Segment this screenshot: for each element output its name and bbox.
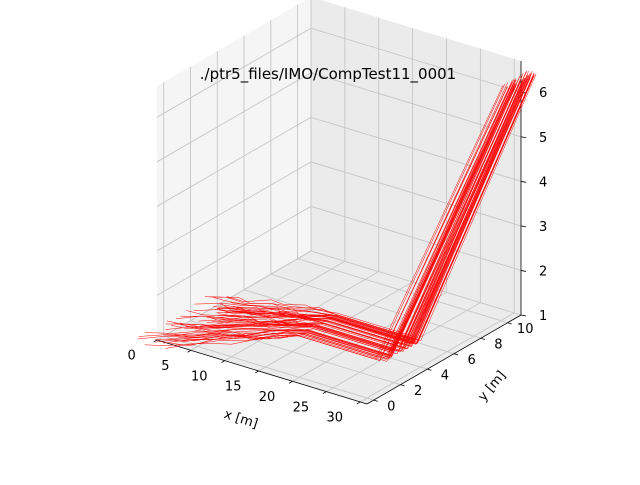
y-tick-label: 10 [517,322,534,337]
y-axis-label: y [m] [476,368,510,404]
x-tick [255,370,259,374]
x-tick [288,380,293,384]
trajectory-line [165,81,513,355]
trajectory-line [144,86,508,361]
z-tick-label: 4 [539,175,547,190]
trajectory-line [174,85,517,359]
z-gridline [156,116,522,207]
trajectory-line [209,71,527,339]
trajectory-lines [137,70,537,362]
trajectory-line [237,74,535,343]
trajectory-line [166,78,515,351]
trajectory-line [226,70,533,338]
chart-title: ./ptr5_files/IMO/CompTest11_0001 [200,65,456,84]
trajectory-line [218,74,530,344]
z-gridline [156,250,522,341]
z-tick-label: 6 [539,86,547,101]
x-tick [356,401,361,405]
y-tick [373,399,378,402]
x-tick [187,349,192,353]
trajectory-line [154,84,512,359]
x-tick-label: 20 [259,390,276,405]
z-tick [520,136,527,139]
trajectory-line [219,73,532,341]
y-axis-line [366,314,522,405]
z-tick-label: 2 [539,264,547,279]
x-tick-label: 10 [191,369,208,384]
y-tick-label: 8 [494,338,502,353]
z-gridline [156,72,522,163]
left-pane [157,0,311,340]
trajectory-line [178,84,517,358]
z-tick-label: 1 [539,309,547,324]
trajectory-line [186,75,521,345]
x-tick-label: 30 [327,411,344,426]
y-tick [400,384,405,387]
x-tick [322,391,327,394]
x-axis-line [156,339,368,405]
y-tick-label: 0 [387,400,395,415]
x-tick-label: 15 [225,380,242,395]
z-tick [520,270,527,272]
back-pane [311,0,521,315]
trajectory-line [171,80,516,352]
y-tick-label: 4 [441,369,449,384]
y-tick [480,337,486,340]
y-tick [453,353,459,356]
trajectory-line [219,73,531,341]
trajectory-line [219,77,531,348]
trajectory-line [170,83,516,357]
z-tick-label: 5 [539,131,547,146]
x-tick-label: 0 [127,349,135,364]
x-tick [153,339,158,343]
trajectory-line [212,71,529,339]
x-tick-label: 5 [161,359,169,374]
trajectory-line [224,73,535,341]
trajectory-line [185,80,521,352]
y-tick [507,322,512,325]
z-gridline [156,27,522,118]
x-tick-label: 25 [293,400,310,415]
z-gridline [156,161,522,252]
trajectory-line [185,80,521,352]
trajectory-line [208,78,526,349]
y-tick-label: 6 [468,353,476,368]
trajectory-line [138,83,506,358]
trajectory-line [194,82,521,355]
trajectory-line [163,85,513,360]
z-tick-label: 3 [539,220,547,235]
x-tick [221,360,225,363]
x-axis-label: x [m] [222,407,260,432]
trajectory-line [198,78,524,350]
y-tick-label: 2 [414,384,422,399]
z-tick [520,225,527,228]
z-tick [520,314,527,317]
trajectory-line [212,79,528,350]
y-tick [427,368,432,371]
trajectory-line [213,74,528,343]
z-tick [520,180,527,183]
trajectory-line [144,82,509,356]
